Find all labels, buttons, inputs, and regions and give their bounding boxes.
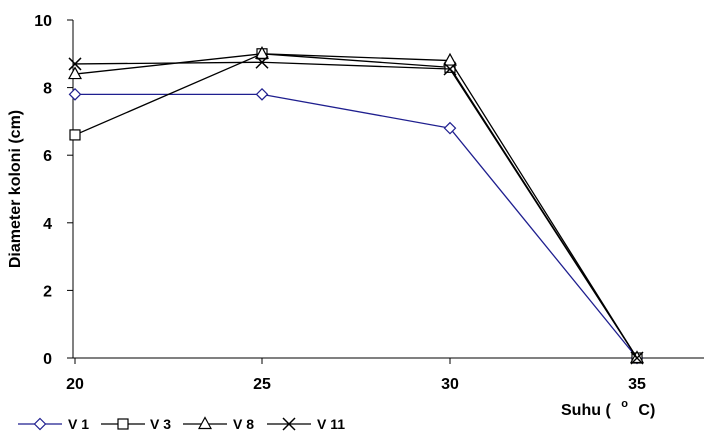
y-tick-label: 6 — [43, 148, 52, 165]
series-line — [74, 53, 638, 359]
series-line — [74, 53, 638, 359]
data-point — [254, 46, 270, 59]
x-axis-title: Suhu ( o C) — [561, 394, 655, 419]
series-line — [74, 61, 638, 359]
legend-marker — [197, 416, 213, 430]
y-tick-label: 2 — [43, 283, 52, 300]
data-point — [255, 88, 269, 101]
y-axis-title: Diameter koloni (cm) — [7, 110, 24, 268]
data-point — [67, 66, 83, 80]
x-tick-label: 35 — [628, 376, 646, 393]
y-tick-label: 4 — [43, 216, 52, 233]
series-v3 — [69, 48, 643, 364]
data-point — [255, 55, 269, 69]
data-point — [443, 121, 457, 135]
legend: V 1 V 3 V 8 V 11 — [18, 416, 345, 432]
data-point — [630, 351, 644, 365]
legend-entry: V 8 — [183, 416, 254, 432]
data-point — [443, 62, 457, 76]
data-point — [69, 129, 81, 141]
x-axis-title-part: Suhu ( — [561, 402, 611, 419]
x-tick-label: 20 — [66, 376, 84, 393]
legend-entry: V 3 — [101, 416, 171, 432]
legend-label: V 3 — [150, 416, 171, 432]
axes — [72, 20, 704, 359]
y-tick-label: 10 — [34, 13, 52, 30]
legend-marker — [33, 417, 47, 431]
legend-label: V 8 — [233, 416, 254, 432]
data-point — [68, 57, 82, 71]
x-tick-label: 25 — [253, 376, 271, 393]
x-axis-ticks: 20 25 30 35 — [66, 358, 646, 393]
x-axis-title-superscript: o — [621, 398, 628, 410]
legend-marker — [282, 417, 296, 431]
y-tick-label: 8 — [43, 81, 52, 98]
data-point — [442, 52, 458, 66]
legend-entry: V 11 — [267, 416, 345, 432]
legend-entry: V 1 — [18, 416, 89, 432]
x-axis-title-part: C) — [638, 402, 655, 419]
series-v11 — [68, 55, 644, 365]
series-v1 — [68, 88, 644, 365]
legend-marker — [117, 418, 129, 430]
x-tick-label: 30 — [441, 376, 459, 393]
y-tick-label: 0 — [43, 351, 52, 368]
legend-label: V 11 — [317, 416, 345, 432]
series-layer — [67, 46, 645, 365]
legend-label: V 1 — [68, 416, 89, 432]
data-point — [68, 88, 82, 101]
y-axis-ticks: 0 2 4 6 8 10 — [34, 13, 73, 368]
